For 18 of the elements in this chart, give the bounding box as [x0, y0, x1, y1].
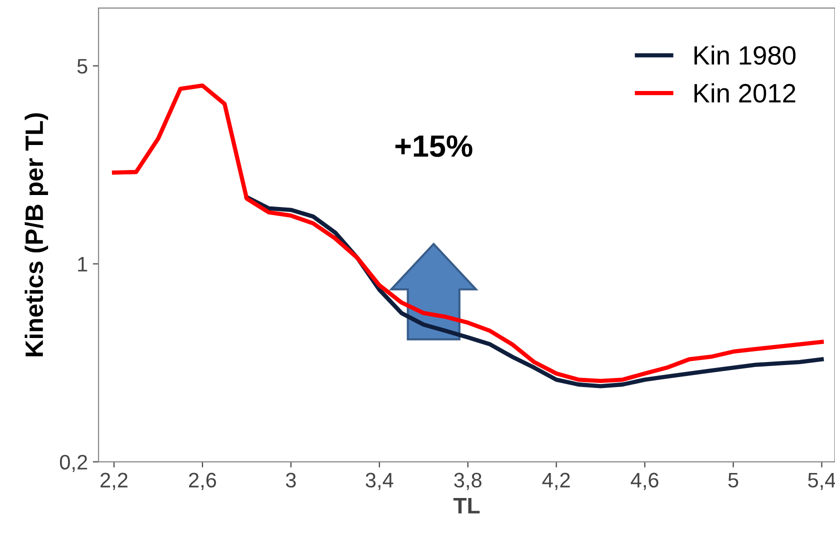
line-series [112, 83, 824, 384]
x-tick-label: 4,2 [542, 472, 570, 490]
y-tick-label: 1 [78, 257, 88, 272]
y-tick-label: 0,2 [60, 454, 88, 472]
x-axis-title: TL [453, 498, 480, 514]
x-tick-label: 3,4 [366, 472, 394, 490]
x-tick-label: 5 [728, 473, 738, 488]
y-axis-title: Kinetics (P/B per TL) [24, 113, 48, 356]
annotation: +15% [395, 135, 472, 157]
y-tick-label: 5 [77, 59, 88, 74]
x-tick-label: 2,6 [189, 472, 216, 490]
x-tick-label: 3 [286, 472, 296, 488]
x-tick-label: 4,6 [630, 472, 658, 490]
legend-label: Kin 1980 [694, 45, 796, 65]
x-tick-label: 3,8 [454, 472, 482, 490]
line-series [244, 195, 824, 388]
x-tick-label: 2,2 [100, 472, 128, 490]
legend-label: Kin 2012 [694, 83, 796, 103]
